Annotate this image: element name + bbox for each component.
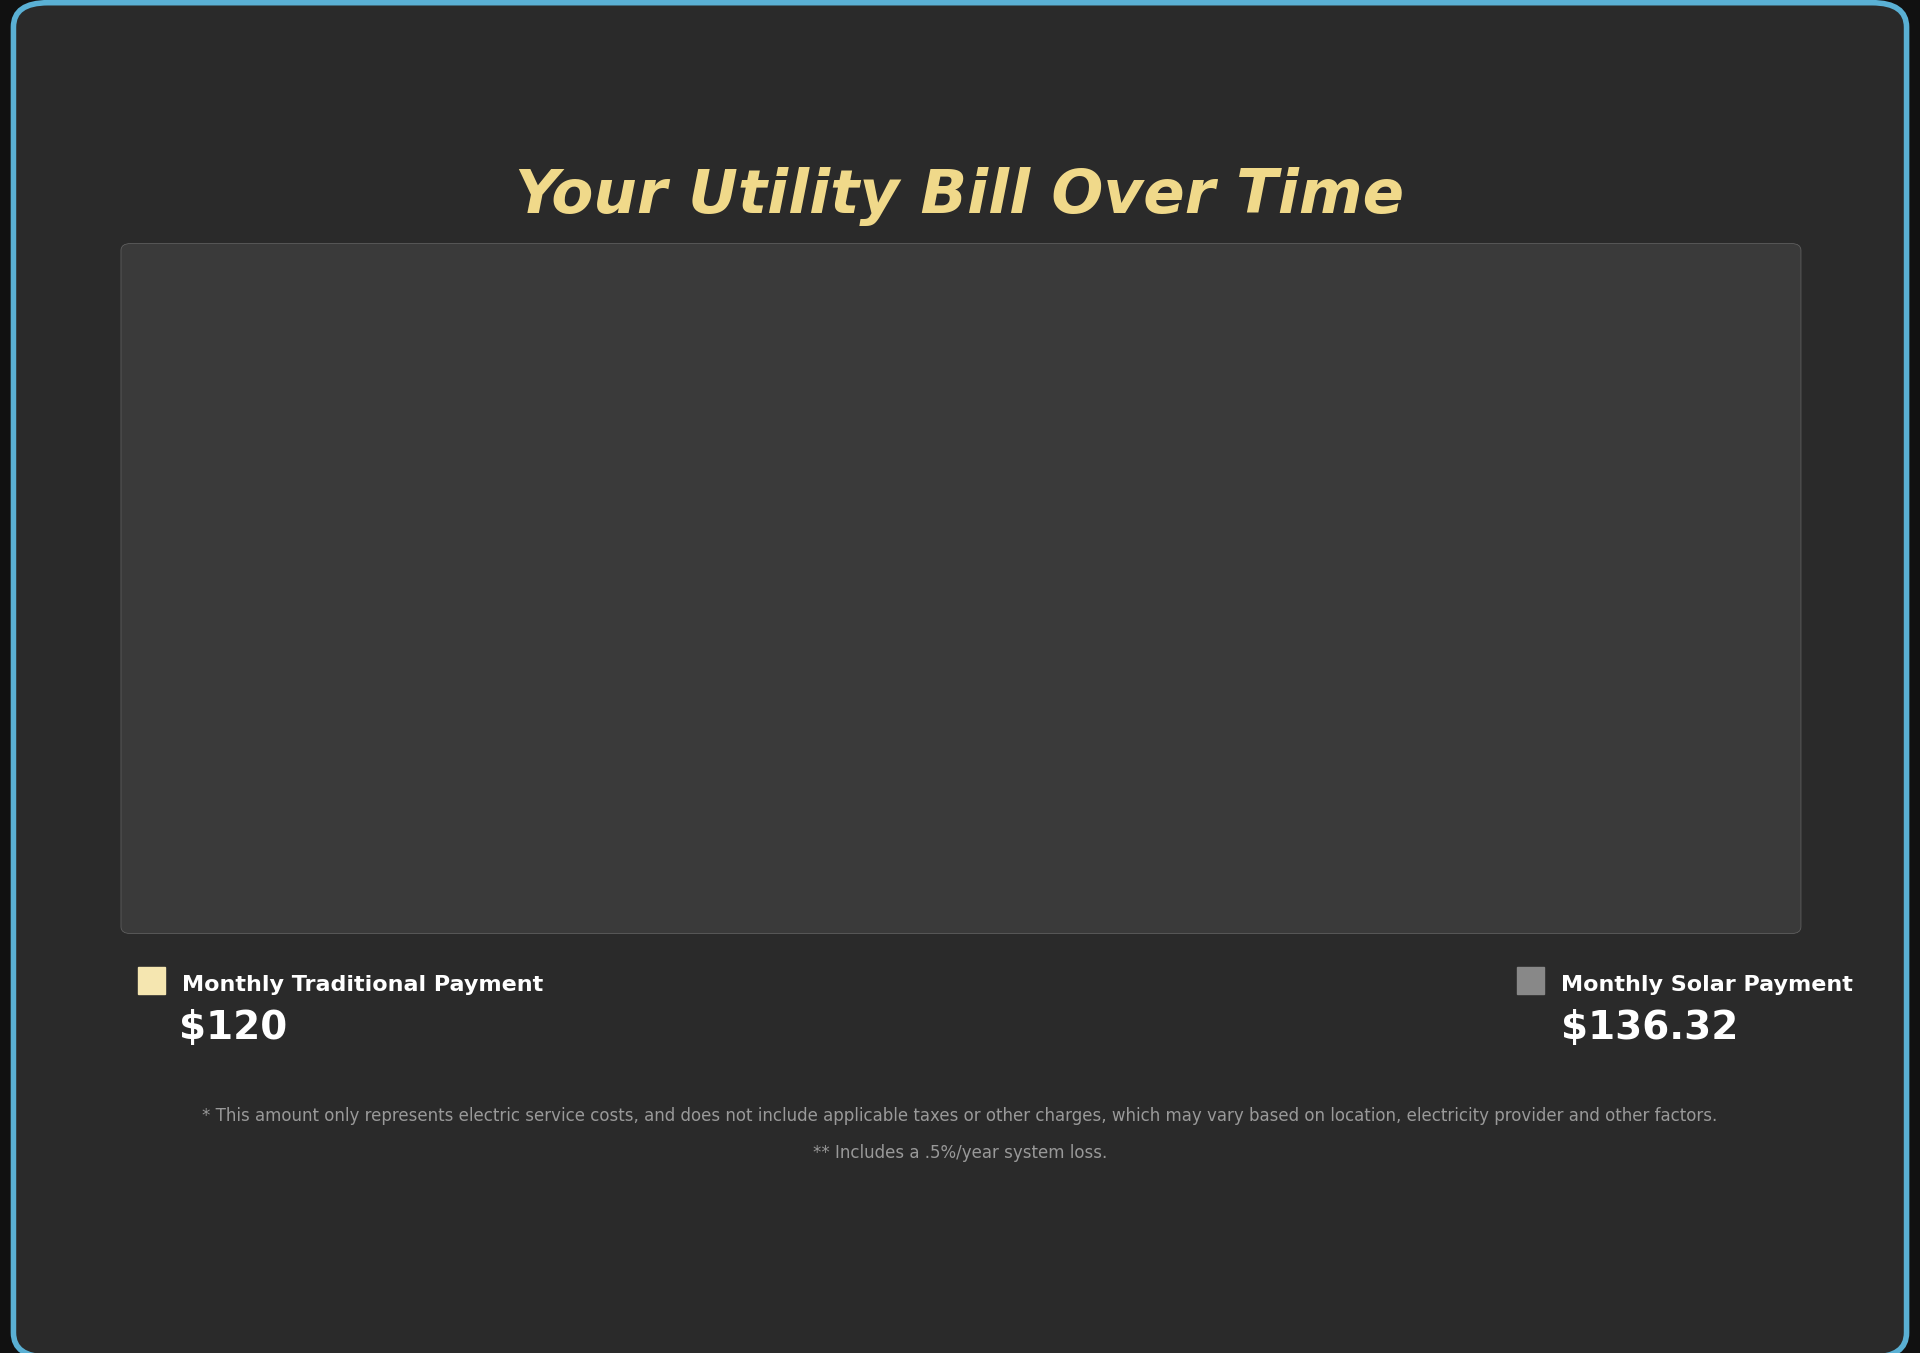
Text: The Cost of Not Going Solar: The Cost of Not Going Solar	[298, 269, 603, 288]
Bar	[1517, 967, 1544, 994]
Bar	[1536, 813, 1555, 873]
Text: Your Utility Bill Over Time: Your Utility Bill Over Time	[515, 166, 1405, 226]
Bar	[1296, 815, 1317, 873]
Bar	[342, 819, 361, 873]
Bar	[1117, 816, 1139, 873]
FancyBboxPatch shape	[121, 244, 1801, 934]
Bar	[436, 701, 457, 873]
Bar	[1332, 584, 1354, 873]
Bar	[1356, 815, 1377, 873]
Bar	[138, 967, 165, 994]
Bar	[818, 817, 839, 873]
Text: $136.32: $136.32	[1561, 1009, 1738, 1047]
Bar	[1751, 506, 1770, 873]
Bar	[939, 816, 958, 873]
Bar	[1154, 613, 1173, 873]
Bar	[758, 817, 780, 873]
Bar	[376, 706, 397, 873]
Bar	[735, 668, 756, 873]
Bar	[1511, 553, 1532, 873]
Bar	[1033, 630, 1054, 873]
Bar	[1213, 603, 1235, 873]
Bar	[1715, 813, 1736, 873]
Bar	[639, 817, 660, 873]
Bar	[854, 653, 876, 873]
Bar	[1655, 813, 1676, 873]
Bar	[1774, 812, 1795, 873]
Bar	[580, 819, 601, 873]
Bar	[877, 817, 899, 873]
Bar	[676, 675, 697, 873]
Bar	[914, 647, 935, 873]
Bar	[1690, 518, 1711, 873]
Text: Monthly Traditional Payment: Monthly Traditional Payment	[182, 976, 543, 994]
Bar	[1596, 813, 1617, 873]
Text: $120: $120	[179, 1009, 286, 1047]
Bar	[1415, 815, 1436, 873]
Bar	[795, 662, 816, 873]
Bar	[1092, 622, 1114, 873]
Bar	[401, 819, 422, 873]
Text: * This amount only represents electric service costs, and does not include appli: * This amount only represents electric s…	[202, 1107, 1718, 1126]
Bar	[616, 682, 637, 873]
Bar	[317, 712, 338, 873]
Bar	[495, 695, 516, 873]
Bar	[1273, 594, 1294, 873]
Bar	[1392, 575, 1413, 873]
Y-axis label: Monthly Utility Bill: Monthly Utility Bill	[213, 510, 232, 660]
Text: Monthly Solar Payment: Monthly Solar Payment	[1561, 976, 1853, 994]
Bar	[1058, 816, 1079, 873]
Bar	[973, 639, 995, 873]
Bar	[1177, 816, 1198, 873]
Bar	[1630, 530, 1651, 873]
Bar	[461, 819, 482, 873]
Bar	[557, 689, 576, 873]
Bar	[1475, 815, 1496, 873]
FancyBboxPatch shape	[13, 3, 1907, 1353]
Bar	[998, 816, 1020, 873]
Bar	[520, 819, 541, 873]
Bar	[1571, 543, 1592, 873]
Bar	[1236, 815, 1258, 873]
Bar	[1452, 564, 1473, 873]
Text: ** Includes a .5%/year system loss.: ** Includes a .5%/year system loss.	[812, 1143, 1108, 1162]
Bar	[699, 817, 720, 873]
